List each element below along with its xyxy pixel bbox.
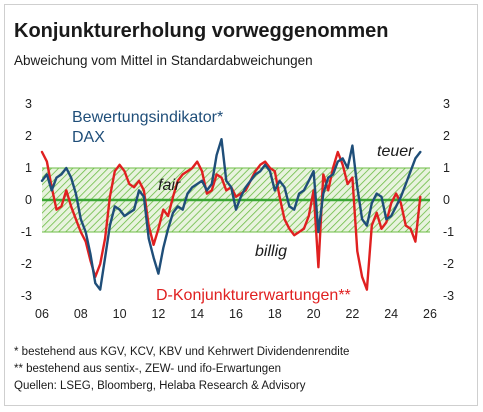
chart-frame	[4, 4, 478, 406]
footnote-sources: Quellen: LSEG, Bloomberg, Helaba Researc…	[14, 380, 306, 392]
legend-expectations: D-Konjunkturerwartungen**	[156, 287, 351, 304]
x-tick-label: 10	[113, 307, 127, 321]
y-tick-right: -2	[443, 257, 454, 271]
y-tick-left: -2	[21, 257, 32, 271]
chart-title: Konjunkturerholung vorweggenommen	[14, 20, 389, 42]
legend-valuation-line1: Bewertungsindikator*	[72, 109, 223, 126]
x-tick-label: 14	[190, 307, 204, 321]
y-tick-right: 0	[443, 193, 450, 207]
y-tick-right: -1	[443, 225, 454, 239]
x-tick-label: 20	[307, 307, 321, 321]
x-tick-label: 08	[74, 307, 88, 321]
y-tick-right: 1	[443, 161, 450, 175]
chart-subtitle: Abweichung vom Mittel in Standardabweich…	[14, 53, 313, 68]
y-tick-left: 3	[25, 97, 32, 111]
x-tick-label: 06	[35, 307, 49, 321]
x-tick-label: 12	[151, 307, 165, 321]
y-tick-left: -1	[21, 225, 32, 239]
x-tick-label: 24	[384, 307, 398, 321]
y-tick-right: -3	[443, 289, 454, 303]
x-tick-label: 22	[345, 307, 359, 321]
series-line-valuation	[40, 137, 422, 291]
annotation-teuer: teuer	[377, 143, 414, 160]
legend-valuation-line2: DAX	[72, 129, 105, 146]
y-tick-right: 2	[443, 129, 450, 143]
footnote-expectations: ** bestehend aus sentix-, ZEW- und ifo-E…	[14, 363, 281, 375]
y-tick-left: 0	[25, 193, 32, 207]
y-tick-right: 3	[443, 97, 450, 111]
x-tick-label: 18	[268, 307, 282, 321]
x-tick-label: 26	[423, 307, 437, 321]
y-tick-left: 2	[25, 129, 32, 143]
y-tick-left: 1	[25, 161, 32, 175]
footnote-valuation: * bestehend aus KGV, KCV, KBV und Kehrwe…	[14, 346, 350, 358]
x-tick-label: 16	[229, 307, 243, 321]
annotation-fair: fair	[158, 177, 181, 194]
y-tick-left: -3	[21, 289, 32, 303]
annotation-billig: billig	[255, 243, 287, 260]
